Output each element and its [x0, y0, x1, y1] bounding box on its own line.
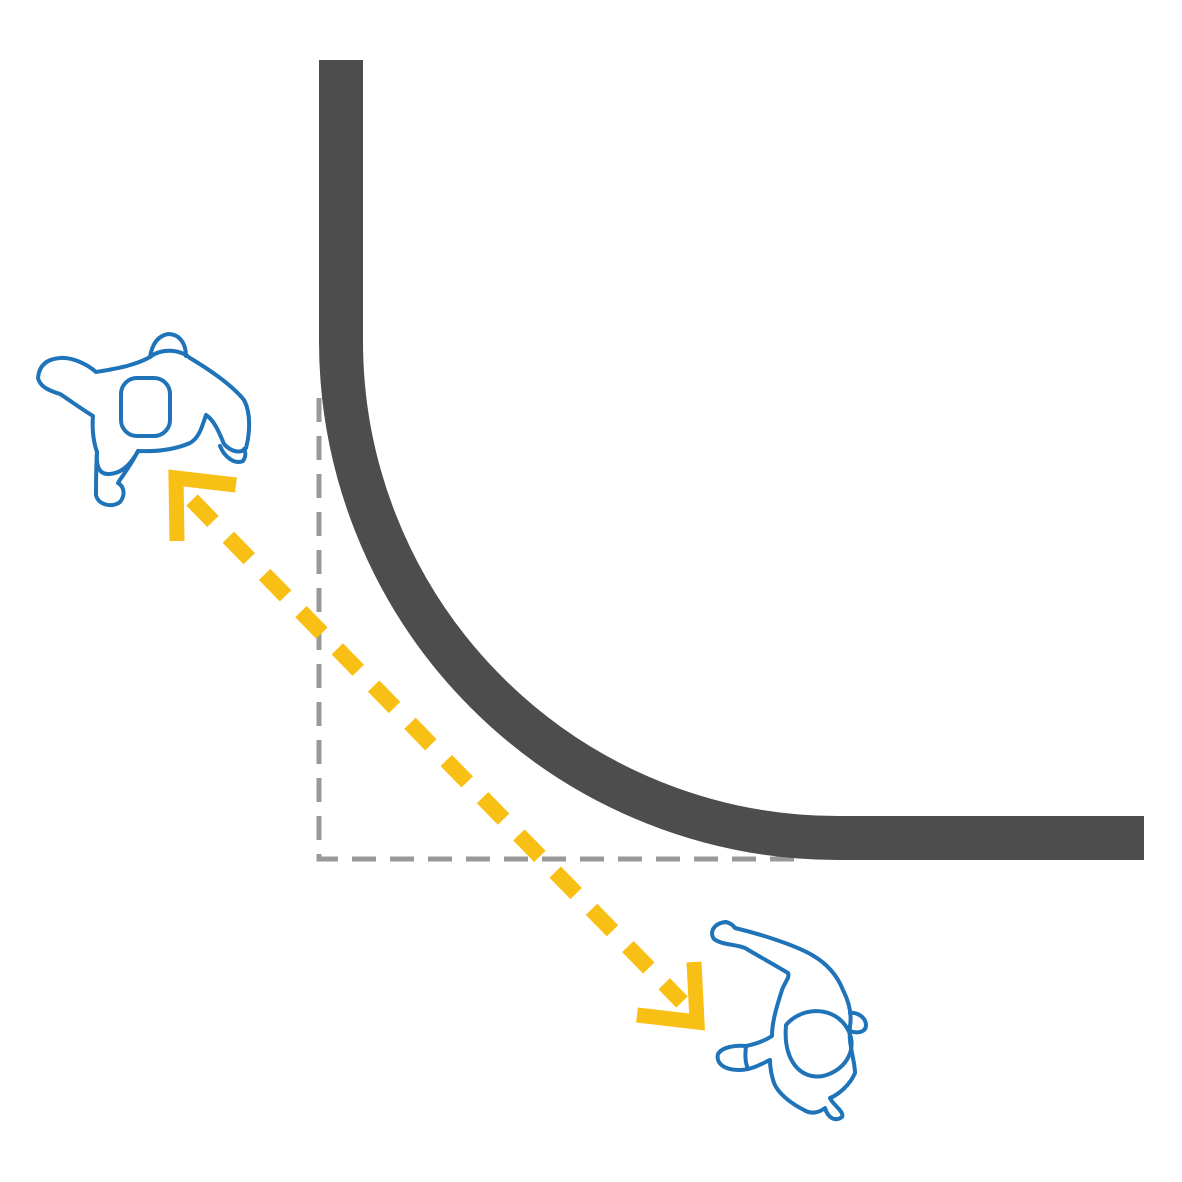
sightline-arrowhead-upper-left	[168, 469, 237, 542]
sightline-line	[186, 494, 688, 1008]
person-top-view-icon	[710, 920, 868, 1122]
curved-wall	[318, 60, 1144, 860]
sightline-arrowhead-lower-right	[636, 961, 705, 1031]
person-top-view-icon	[36, 332, 252, 508]
square-corner-guide	[316, 398, 797, 862]
